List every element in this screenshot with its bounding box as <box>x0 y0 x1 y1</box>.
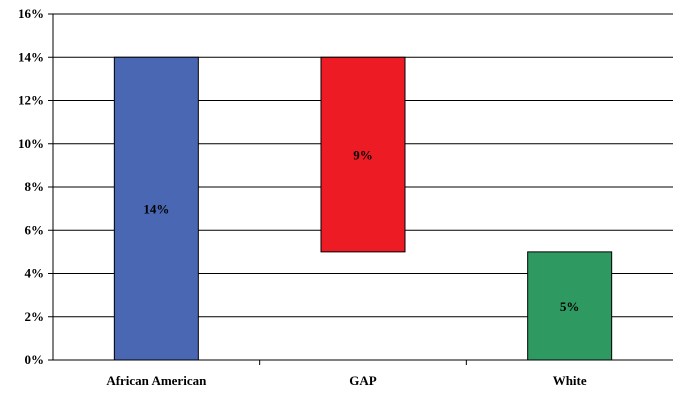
y-tick-label: 0% <box>25 352 45 367</box>
data-labels: 14% 9% 5% <box>143 148 579 314</box>
y-tick-label: 6% <box>25 222 45 237</box>
data-label: 14% <box>143 202 169 217</box>
x-category-label: White <box>553 373 587 388</box>
y-tick-label: 12% <box>18 93 44 108</box>
y-tick-label: 16% <box>18 6 44 21</box>
data-label: 5% <box>560 299 580 314</box>
data-label: 9% <box>353 148 373 163</box>
bar-gap <box>320 56 406 253</box>
y-tick-label: 2% <box>25 309 45 324</box>
x-category-label: GAP <box>349 373 377 388</box>
category-labels: African American GAP White <box>106 373 587 388</box>
y-tick-label: 8% <box>25 179 45 194</box>
y-tick-label: 4% <box>25 266 45 281</box>
bars <box>113 56 613 361</box>
y-tick-label: 14% <box>18 49 44 64</box>
bar-white <box>527 251 613 361</box>
axes <box>48 13 673 365</box>
x-category-label: African American <box>106 373 207 388</box>
y-tick-labels: 0% 2% 4% 6% 8% 10% 12% 14% 16% <box>18 6 44 367</box>
bar-african-american <box>113 56 199 361</box>
y-tick-label: 10% <box>18 136 44 151</box>
